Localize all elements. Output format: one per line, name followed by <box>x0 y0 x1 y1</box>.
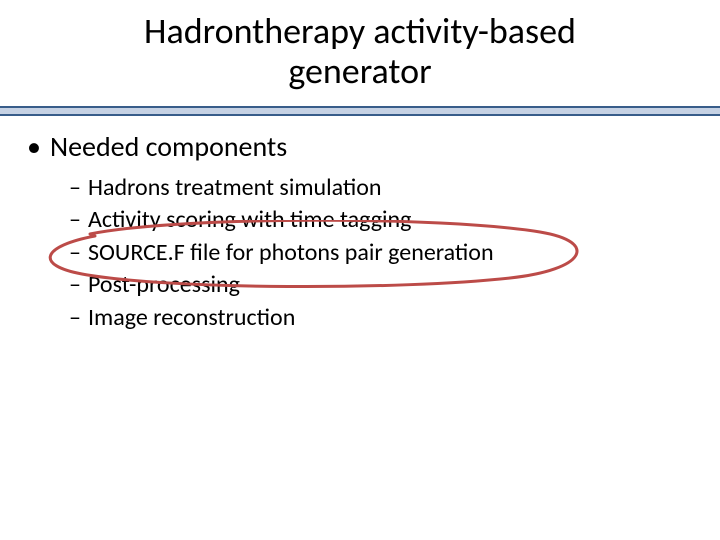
slide: Hadrontherapy activity-based generator N… <box>0 0 720 540</box>
subitem-postprocessing: Post-processing <box>70 269 494 301</box>
title-line-1: Hadrontherapy activity-based <box>144 9 576 53</box>
bullet-needed-components: Needed components <box>28 130 287 164</box>
subitem-list: Hadrons treatment simulation Activity sc… <box>70 172 494 334</box>
title-line-2: generator <box>288 49 431 93</box>
title-underline-bar <box>0 106 720 116</box>
subitem-text: Post-processing <box>88 269 240 301</box>
subitem-text: SOURCE.F file for photons pair generatio… <box>88 237 494 269</box>
bullet-1-text: Needed components <box>50 129 287 164</box>
subitem-image-reconstruction: Image reconstruction <box>70 302 494 334</box>
subitem-text: Activity scoring with time tagging <box>88 204 411 236</box>
slide-title: Hadrontherapy activity-based generator <box>0 12 720 91</box>
subitem-text: Image reconstruction <box>88 302 295 334</box>
subitem-activity: Activity scoring with time tagging <box>70 204 494 236</box>
subitem-hadrons: Hadrons treatment simulation <box>70 172 494 204</box>
subitem-sourcef: SOURCE.F file for photons pair generatio… <box>70 237 494 269</box>
subitem-text: Hadrons treatment simulation <box>88 172 382 204</box>
